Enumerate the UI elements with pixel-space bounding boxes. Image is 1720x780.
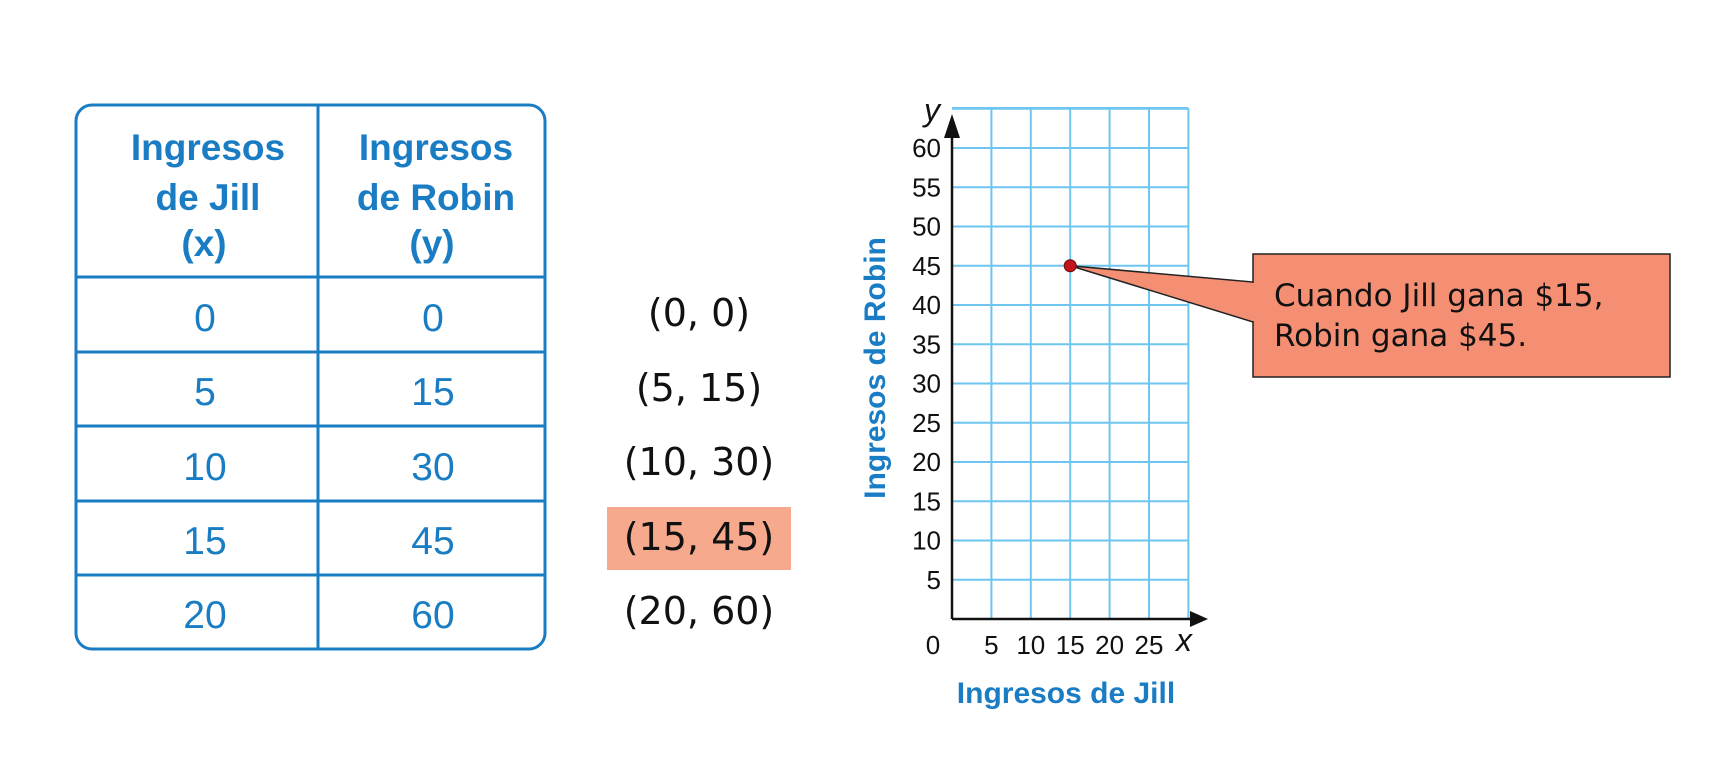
pair-highlight <box>607 507 791 570</box>
y-axis-title: Ingresos de Robin <box>859 237 892 499</box>
x-axis-variable: x <box>1174 622 1193 658</box>
cell-y: 15 <box>411 371 454 414</box>
axes <box>944 114 1208 627</box>
cell-x: 0 <box>194 297 216 340</box>
header-jill-line2: de Jill <box>156 177 261 218</box>
callout-pointer <box>1069 265 1254 324</box>
cell-x: 15 <box>183 520 226 563</box>
x-axis-arrow <box>1190 611 1208 627</box>
y-tick-label: 55 <box>912 172 941 202</box>
header-robin-line3: (y) <box>409 223 454 264</box>
x-tick-label: 5 <box>984 630 998 660</box>
x-axis-title: Ingresos de Jill <box>957 677 1175 710</box>
header-jill-line1: Ingresos <box>131 127 285 168</box>
table-border <box>74 103 547 651</box>
x-tick-label: 15 <box>1056 630 1085 660</box>
cell-x: 20 <box>183 594 226 637</box>
y-tick-label: 60 <box>912 133 941 163</box>
x-tick-label: 20 <box>1095 630 1124 660</box>
y-tick-label: 5 <box>927 565 941 595</box>
y-tick-label: 45 <box>912 251 941 281</box>
ordered-pair: (20, 60) <box>624 589 775 633</box>
ordered-pair: (0, 0) <box>648 291 750 335</box>
x-tick-label: 10 <box>1016 630 1045 660</box>
y-axis-variable: y <box>922 92 942 128</box>
y-tick-label: 10 <box>912 526 941 556</box>
y-axis-arrow <box>944 114 960 138</box>
cell-x: 10 <box>183 446 226 489</box>
x-tick-label: 0 <box>926 630 940 660</box>
y-tick-label: 30 <box>912 369 941 399</box>
cell-y: 45 <box>411 520 454 563</box>
ordered-pair: (5, 15) <box>636 366 762 410</box>
x-tick-label: 25 <box>1135 630 1164 660</box>
cell-y: 0 <box>422 297 444 340</box>
y-tick-label: 15 <box>912 486 941 516</box>
callout-text-line2: Robin gana $45. <box>1274 318 1527 354</box>
y-tick-label: 50 <box>912 212 941 242</box>
ordered-pair: (15, 45) <box>624 515 775 559</box>
data-points <box>1063 259 1077 273</box>
grid <box>952 107 1190 619</box>
callout-box <box>1252 253 1671 378</box>
data-table: Ingresos de Jill (x) Ingresos de Robin (… <box>74 103 547 651</box>
cell-y: 60 <box>411 594 454 637</box>
header-robin-line2: de Robin <box>357 177 515 218</box>
y-tick-label: 20 <box>912 447 941 477</box>
header-robin-line1: Ingresos <box>359 127 513 168</box>
cell-y: 30 <box>411 446 454 489</box>
coordinate-chart: 0 5 10 15 20 25 5 10 15 20 25 30 35 40 45 50 55 60 y x In… <box>859 92 1671 710</box>
y-tick-label: 40 <box>912 290 941 320</box>
y-tick-label: 25 <box>912 408 941 438</box>
ordered-pair: (10, 30) <box>624 440 775 484</box>
y-tick-label: 35 <box>912 329 941 359</box>
data-point <box>1063 259 1077 273</box>
cell-x: 5 <box>194 371 216 414</box>
callout-text-line1: Cuando Jill gana $15, <box>1274 278 1603 314</box>
header-jill-line3: (x) <box>181 223 226 264</box>
ordered-pairs: (0, 0) (5, 15) (10, 30) (15, 45) (20, 60… <box>607 291 791 633</box>
tick-labels: 0 5 10 15 20 25 5 10 15 20 25 30 35 40 45 50 55 60 <box>912 133 1163 660</box>
